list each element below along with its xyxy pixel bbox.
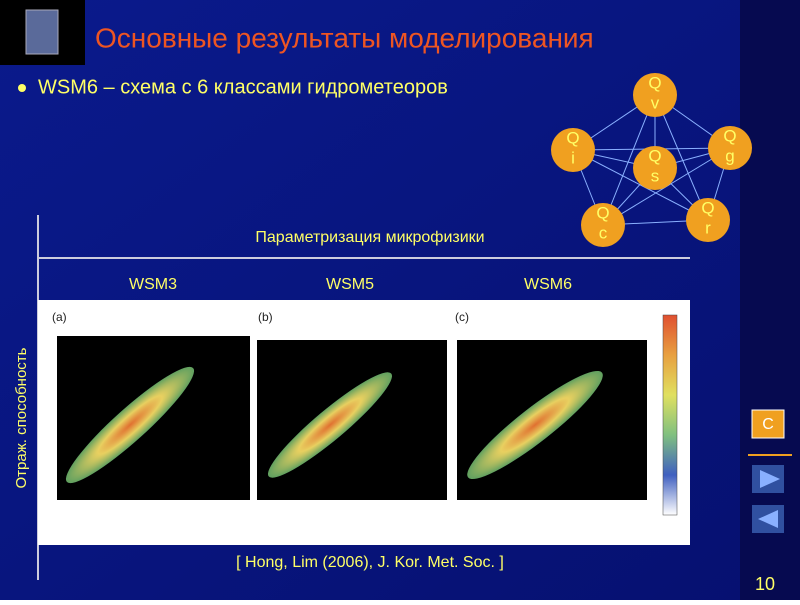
node-label: v bbox=[651, 93, 660, 112]
citation: [ Hong, Lim (2006), J. Kor. Met. Soc. ] bbox=[236, 554, 504, 571]
figure-heading: Параметризация микрофизики bbox=[255, 229, 484, 246]
node-label: Q bbox=[648, 73, 661, 92]
node-label: Q bbox=[566, 128, 579, 147]
node-label: i bbox=[571, 148, 575, 167]
node-label: Q bbox=[723, 126, 736, 145]
panel-label: (a) bbox=[52, 310, 67, 324]
storm-band bbox=[65, 366, 195, 484]
nav-button[interactable] bbox=[751, 409, 785, 439]
storm-band bbox=[467, 370, 603, 480]
node-label: Q bbox=[596, 203, 609, 222]
colorbar bbox=[662, 314, 678, 516]
title: Основные результаты моделирования bbox=[95, 22, 594, 53]
panel-label: (c) bbox=[455, 310, 469, 324]
bullet-dot bbox=[18, 84, 26, 92]
node-label: g bbox=[725, 146, 734, 165]
node-label: c bbox=[599, 223, 608, 242]
page-number: 10 bbox=[755, 574, 775, 594]
side-strip bbox=[740, 0, 800, 600]
nav-next-icon bbox=[760, 470, 780, 488]
column-label: WSM3 bbox=[129, 276, 177, 293]
storm-band bbox=[267, 372, 393, 478]
nav-prev-icon bbox=[758, 510, 778, 528]
column-label: WSM5 bbox=[326, 276, 374, 293]
node-label: r bbox=[705, 218, 711, 237]
logo bbox=[25, 9, 59, 55]
node-label: s bbox=[651, 166, 660, 185]
y-label: Отраж. способность bbox=[13, 347, 30, 488]
panel-label: (b) bbox=[258, 310, 273, 324]
nav-button-label[interactable]: C bbox=[762, 416, 774, 433]
diagram-nodes bbox=[551, 73, 752, 247]
bullet-text: WSM6 – схема с 6 классами гидрометеоров bbox=[38, 76, 448, 98]
node-label: Q bbox=[701, 198, 714, 217]
node-label: Q bbox=[648, 146, 661, 165]
column-label: WSM6 bbox=[524, 276, 572, 293]
